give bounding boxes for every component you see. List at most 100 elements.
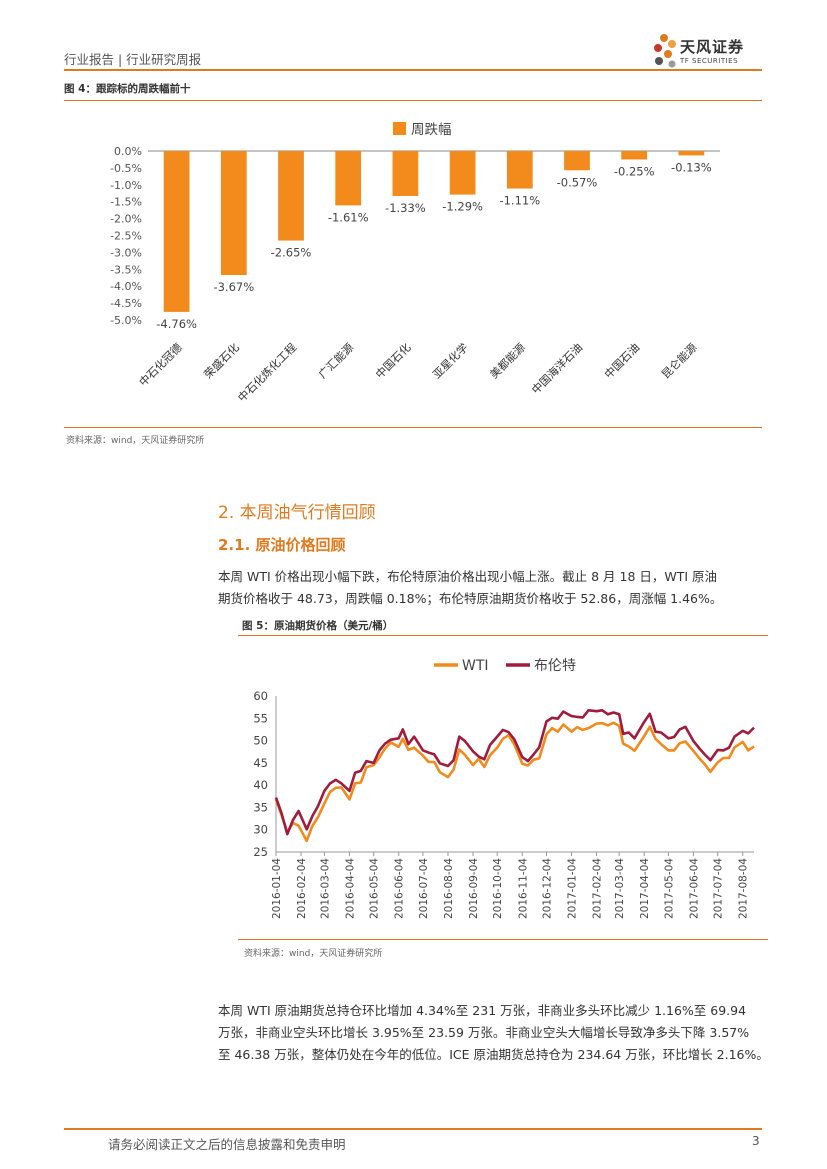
y-tick-label: 45 (253, 756, 268, 770)
legend-label-wti: WTI (462, 658, 489, 674)
logo-subtitle: TF SECURITIES (680, 57, 739, 65)
y-tick-label: 30 (253, 823, 268, 837)
bar-data-label: -4.76% (156, 317, 197, 331)
figure4-title: 图 4：跟踪标的周跌幅前十 (64, 83, 191, 95)
category-label: 中国石化 (373, 340, 414, 381)
series-line-wti (274, 721, 755, 843)
bar (278, 151, 304, 241)
bar-data-label: -0.57% (557, 175, 598, 189)
x-tick-label: 2016-11-04 (517, 858, 529, 919)
y-tick-label: 35 (253, 800, 268, 814)
y-tick-label: 55 (253, 711, 268, 725)
paragraph-line: 本周 WTI 价格出现小幅下跌，布伦特原油价格出现小幅上涨。截止 8 月 18 … (218, 569, 718, 584)
x-tick-label: 2017-06-04 (688, 858, 700, 919)
category-label: 荣盛石化 (201, 340, 242, 381)
category-label: 美都能源 (487, 340, 528, 381)
bar (335, 151, 362, 206)
legend-label-brent: 布伦特 (534, 658, 576, 674)
bar (220, 151, 247, 276)
x-tick-label: 2017-07-04 (713, 858, 725, 919)
y-tick-label: -1.5% (110, 196, 142, 209)
bar-data-label: -0.25% (614, 164, 655, 178)
y-tick-label: -1.0% (110, 179, 142, 192)
page-number: 3 (752, 1134, 760, 1148)
y-tick-label: 40 (253, 778, 268, 792)
logo-name: 天风证券 (680, 38, 745, 56)
x-tick-label: 2016-05-04 (369, 858, 381, 919)
bar-data-label: -1.61% (328, 210, 369, 224)
figure4-bottom-rule (64, 427, 762, 428)
y-tick-label: -4.5% (110, 297, 142, 310)
bar-data-label: -1.33% (385, 201, 426, 215)
y-tick-label: -0.5% (110, 162, 142, 175)
category-label: 中国石油 (601, 340, 642, 381)
series-line-brent (274, 709, 755, 836)
bar (678, 151, 705, 156)
bar-data-label: -0.13% (671, 160, 712, 174)
section-heading: 2. 本周油气行情回顾 (218, 503, 376, 523)
tf-logo-icon (654, 34, 676, 68)
bar (163, 151, 190, 312)
subsection-heading: 2.1. 原油价格回顾 (218, 536, 346, 554)
x-tick-label: 2017-05-04 (663, 858, 675, 919)
category-label: 亚星化学 (430, 340, 471, 381)
y-tick-label: -2.5% (110, 230, 142, 243)
x-tick-label: 2017-01-04 (567, 858, 579, 919)
figure4-top-rule (64, 100, 762, 101)
bar (392, 151, 419, 196)
paragraph-price-review: 本周 WTI 价格出现小幅下跌，布伦特原油价格出现小幅上涨。截止 8 月 18 … (218, 566, 763, 610)
category-label: 中国海洋石油 (529, 340, 586, 397)
y-tick-label: 60 (253, 689, 268, 703)
paragraph-line: 至 46.38 万张，整体仍处在今年的低位。ICE 原油期货总持仓为 234.6… (218, 1047, 769, 1062)
bar (506, 151, 533, 189)
figure5-source: 资料来源：wind，天风证券研究所 (244, 949, 383, 959)
x-tick-label: 2016-07-04 (418, 858, 430, 919)
weekly-decline-bar-chart: 周跌幅 0.0% -0.5% -1.0% -1.5% -2.0% -2.5% -3.0% -3.… (110, 122, 720, 405)
x-tick-label: 2016-01-04 (271, 858, 283, 919)
y-tick-label: -3.0% (110, 246, 142, 259)
category-label: 昆仑能源 (659, 340, 700, 381)
paragraph-line: 期货价格收于 48.73，周跌幅 0.18%；布伦特原油期货价格收于 52.86… (218, 591, 723, 606)
x-tick-label: 2016-09-04 (468, 858, 480, 919)
figure5-title: 图 5：原油期货价格（美元/桶） (242, 620, 394, 632)
bar-data-label: -2.65% (271, 246, 312, 260)
figure5-top-rule (238, 635, 768, 636)
y-tick-label: 25 (253, 845, 268, 859)
paragraph-line: 万张，非商业空头环比增长 3.95%至 23.59 万张。非商业空头大幅增长导致… (218, 1025, 750, 1040)
y-tick-label: -5.0% (110, 314, 142, 327)
footer-disclaimer: 请务必阅读正文之后的信息披露和免责申明 (108, 1137, 346, 1152)
bar (449, 151, 476, 195)
y-tick-label: -3.5% (110, 263, 142, 276)
legend-swatch-weekly-decline (393, 122, 406, 135)
x-tick-label: 2017-08-04 (738, 858, 750, 919)
x-tick-label: 2017-04-04 (639, 858, 651, 919)
category-label: 广汇能源 (315, 340, 356, 381)
x-tick-label: 2016-06-04 (394, 858, 406, 919)
x-tick-label: 2016-08-04 (443, 858, 455, 919)
x-tick-label: 2016-10-04 (492, 858, 504, 919)
bar (564, 151, 590, 171)
x-tick-label: 2017-03-04 (614, 858, 626, 919)
legend-label-weekly-decline: 周跌幅 (411, 122, 452, 138)
figure5-bottom-rule (238, 939, 768, 940)
bar-data-label: -1.11% (499, 194, 540, 208)
category-label: 中石化炼化工程 (235, 340, 299, 404)
footer-divider (64, 1128, 762, 1130)
x-tick-label: 2016-04-04 (344, 858, 356, 919)
figure4-source: 资料来源：wind，天风证券研究所 (66, 436, 205, 446)
paragraph-line: 本周 WTI 原油期货总持仓环比增加 4.34%至 231 万张，非商业多头环比… (218, 1003, 747, 1018)
y-tick-label: -2.0% (110, 213, 142, 226)
x-tick-label: 2016-12-04 (541, 858, 553, 919)
header-divider (64, 69, 762, 71)
x-tick-label: 2017-02-04 (592, 858, 604, 919)
y-tick-label: 50 (253, 734, 268, 748)
y-tick-label: -4.0% (110, 280, 142, 293)
paragraph-positions: 本周 WTI 原油期货总持仓环比增加 4.34%至 231 万张，非商业多头环比… (218, 1000, 778, 1066)
bar-data-label: -1.29% (442, 200, 483, 214)
bar (621, 151, 648, 160)
x-tick-label: 2016-02-04 (296, 858, 308, 919)
header-report-type: 行业报告 | 行业研究周报 (64, 52, 202, 67)
category-label: 中石化冠德 (136, 340, 185, 389)
x-tick-label: 2016-03-04 (319, 858, 331, 919)
